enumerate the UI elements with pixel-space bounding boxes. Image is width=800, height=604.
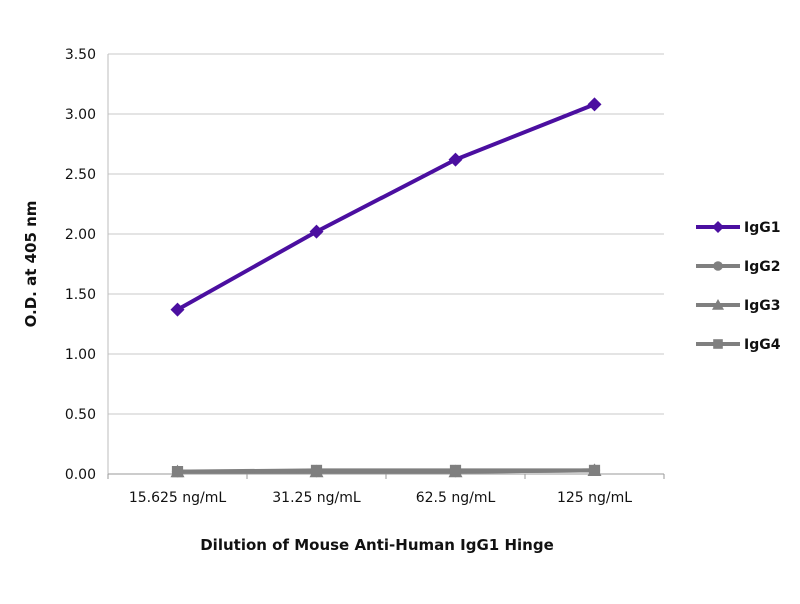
grid [108,53,664,475]
legend-marker [713,339,723,349]
x-tick-label: 62.5 ng/mL [416,490,496,506]
x-tick-label: 125 ng/mL [557,490,632,506]
legend-item-igg1: IgG1 [696,220,780,236]
data-point [310,464,323,476]
legend-item-igg4: IgG4 [696,337,781,353]
legend-label: IgG4 [744,337,781,353]
y-tick-label: 0.00 [65,467,96,483]
y-tick-label: 1.50 [65,287,96,303]
series-igg1 [170,97,602,317]
y-tick-label: 0.50 [65,407,96,423]
legend-marker [713,261,723,271]
data-point [587,97,602,112]
legend-marker [712,299,724,310]
legend-item-igg2: IgG2 [696,259,780,275]
series-line [177,468,595,474]
legend-marker [712,221,724,233]
y-tick-label: 1.00 [65,347,96,363]
series-lines [170,97,602,478]
y-axis-title: O.D. at 405 nm [22,201,40,328]
data-point [171,466,184,478]
data-point [588,464,601,476]
x-tick-label: 31.25 ng/mL [272,490,361,506]
y-tick-label: 2.00 [65,227,96,243]
y-tick-label: 3.50 [65,47,96,63]
series-line [176,102,596,312]
data-point [449,464,462,476]
series-igg4 [171,464,601,478]
legend-label: IgG3 [744,298,780,314]
x-tick-label: 15.625 ng/mL [129,490,227,506]
legend-label: IgG1 [744,220,780,236]
x-axis-title: Dilution of Mouse Anti-Human IgG1 Hinge [200,536,554,554]
y-tick-label: 2.50 [65,167,96,183]
data-point [309,224,324,239]
legend: IgG1 IgG2 IgG3 IgG4 [696,220,781,353]
legend-label: IgG2 [744,259,780,275]
data-point [170,302,185,317]
data-point [448,152,463,167]
y-tick-label: 3.00 [65,107,96,123]
legend-item-igg3: IgG3 [696,298,780,314]
axes: 0.00 0.50 1.00 1.50 2.00 2.50 3.00 3.50 15.625 n… [65,47,665,506]
